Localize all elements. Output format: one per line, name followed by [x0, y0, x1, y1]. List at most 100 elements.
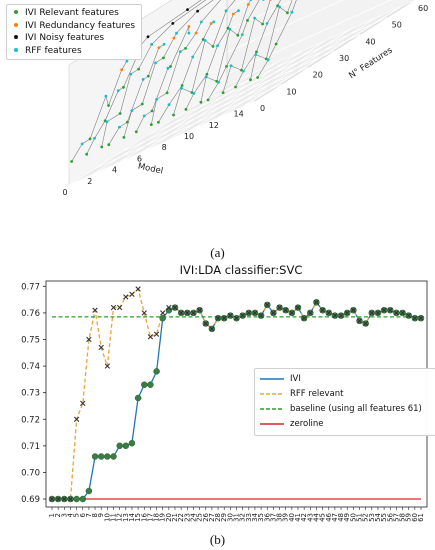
legend-item-ivi: IVI: [260, 372, 430, 387]
ivi-marker: [104, 453, 111, 460]
data-point: [142, 114, 146, 118]
ivi-marker: [122, 442, 130, 450]
x-tick-label: 59: [405, 513, 413, 522]
x-tick-label: 42: [300, 513, 308, 522]
data-point: [80, 142, 84, 146]
data-point: [249, 0, 253, 1]
rff-marker: [209, 326, 215, 332]
y-gridline: [174, 33, 361, 119]
ivi-marker: [91, 453, 99, 460]
y-gridline: [200, 17, 387, 103]
rff-marker: [375, 310, 381, 316]
x-tick-label: 17: [146, 513, 154, 522]
rff-marker: [264, 302, 270, 308]
y-tick-label: 60: [418, 4, 428, 13]
rff-marker: [227, 312, 234, 319]
data-point: [166, 66, 170, 70]
rff-marker: [276, 304, 283, 311]
model-trace: [200, 0, 252, 103]
x-tick-label: 10: [184, 132, 194, 141]
x-tick-label: 10: [103, 513, 111, 522]
data-point: [100, 145, 104, 149]
y-tick-label: 0.76: [21, 309, 40, 319]
x-tick-label: 51: [356, 513, 364, 522]
data-point: [70, 160, 73, 163]
data-point: [85, 152, 89, 156]
y-tick-label: 0: [260, 104, 265, 113]
data-point: [154, 61, 157, 65]
rff-marker: [141, 310, 147, 316]
rff-marker: [172, 304, 178, 311]
rff-marker: [147, 334, 154, 340]
data-point: [88, 137, 92, 141]
rff-marker: [153, 331, 160, 337]
legend-marker-redundancy: [14, 22, 18, 27]
data-point: [261, 0, 265, 1]
data-point: [203, 39, 207, 42]
chart-3d-legend: IVI Relevant features IVI Redundancy fea…: [6, 4, 143, 60]
x-tick-label: 22: [177, 513, 185, 522]
data-point: [157, 120, 160, 124]
legend-item-relevant: IVI Relevant features: [11, 7, 135, 20]
data-point: [172, 36, 176, 40]
rff-marker: [387, 307, 393, 313]
rff-marker: [418, 315, 424, 321]
rff-marker: [252, 310, 258, 316]
x-tick-label: 41: [294, 513, 302, 522]
data-point: [212, 20, 216, 24]
model-trace: [151, 0, 221, 125]
rff-marker: [104, 363, 111, 369]
x-tick-label: 46: [325, 512, 333, 521]
ivi-marker: [97, 453, 105, 460]
y-gridline: [147, 50, 335, 136]
x-tick-label: 58: [399, 513, 407, 522]
x-tick-label: 6: [137, 154, 142, 163]
rff-marker: [178, 310, 184, 316]
data-point: [217, 80, 221, 84]
rff-marker: [326, 310, 332, 316]
data-point: [118, 125, 121, 129]
data-point: [278, 5, 281, 9]
data-point: [178, 50, 182, 54]
data-point: [169, 65, 172, 68]
data-point: [192, 92, 196, 95]
x-tick-label: 25: [196, 513, 204, 522]
ivi-marker: [147, 381, 154, 388]
x-tick-label: 60: [411, 513, 419, 522]
legend-label: IVI: [290, 374, 301, 384]
rff-marker: [393, 310, 400, 316]
rff-marker: [110, 304, 117, 311]
data-point: [116, 89, 120, 92]
data-point: [274, 42, 278, 46]
data-point: [187, 25, 191, 28]
x-tick-label: 38: [276, 513, 284, 522]
ivi-marker: [159, 314, 166, 322]
x-tick-label: 37: [269, 513, 277, 522]
chart-2d-axes: 0.690.700.710.720.730.740.750.760.771234…: [21, 280, 428, 522]
x-tick-label: 8: [91, 513, 99, 517]
x-tick-label: 40: [288, 513, 296, 522]
data-point: [236, 33, 240, 37]
data-point: [125, 59, 129, 63]
y-axis-label: N° Features: [347, 45, 395, 81]
model-trace: [71, 0, 202, 162]
x-tick-label: 18: [153, 513, 161, 522]
ivi-marker: [73, 495, 80, 503]
rff-marker: [289, 310, 295, 316]
rff-marker: [215, 315, 221, 321]
y-gridline: [226, 0, 414, 86]
rff-marker: [61, 496, 67, 502]
chart-2d-plot: [48, 286, 425, 503]
data-point: [290, 10, 294, 14]
rff-marker: [196, 307, 203, 313]
rff-marker: [369, 310, 375, 316]
data-point: [140, 102, 144, 106]
caption-b: (b): [209, 532, 226, 547]
data-point: [269, 0, 272, 1]
rff-marker: [406, 312, 412, 319]
data-point: [229, 64, 233, 68]
data-point: [172, 113, 175, 117]
data-point: [254, 53, 258, 56]
y-gridline: [121, 67, 308, 153]
legend-swatch-ivi: [260, 377, 284, 380]
